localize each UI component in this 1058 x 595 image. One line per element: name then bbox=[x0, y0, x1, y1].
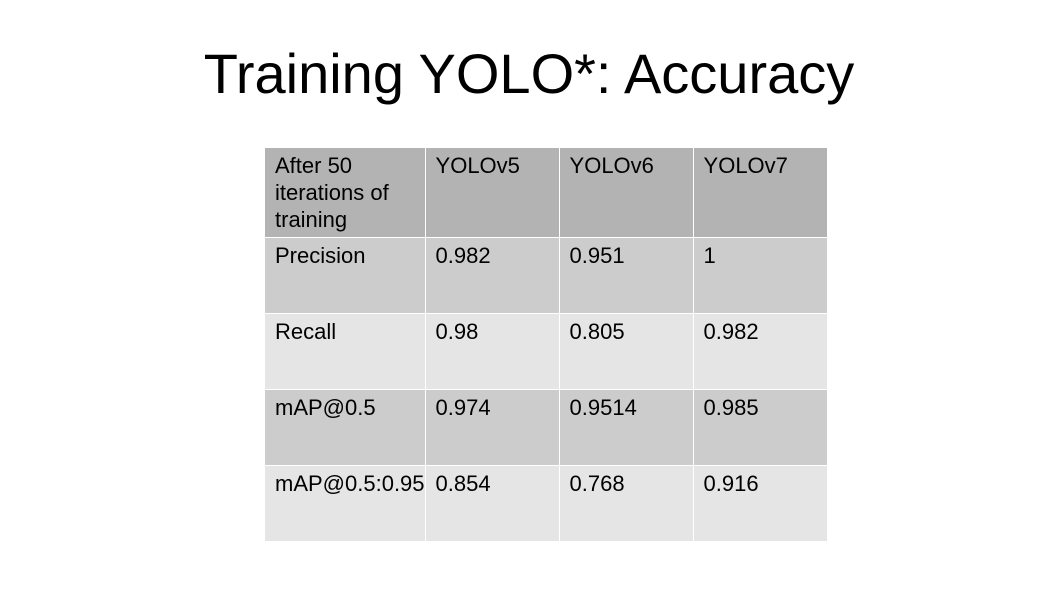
cell-recall-yolov5: 0.98 bbox=[424, 313, 560, 390]
row-label-map50-95: mAP@0.5:0.95 bbox=[265, 465, 426, 541]
header-cell-yolov7: YOLOv7 bbox=[692, 148, 827, 238]
accuracy-table: After 50 iterations of training YOLOv5 Y… bbox=[265, 148, 827, 541]
slide-title: Training YOLO*: Accuracy bbox=[203, 42, 855, 105]
row-label-precision: Precision bbox=[265, 237, 426, 314]
table-header-row: After 50 iterations of training YOLOv5 Y… bbox=[265, 148, 827, 238]
cell-recall-yolov6: 0.805 bbox=[558, 313, 694, 390]
row-label-map50: mAP@0.5 bbox=[265, 389, 426, 466]
table-row-map50-95: mAP@0.5:0.95 0.854 0.768 0.916 bbox=[265, 465, 827, 541]
table-row-precision: Precision 0.982 0.951 1 bbox=[265, 237, 827, 314]
table-row-map50: mAP@0.5 0.974 0.9514 0.985 bbox=[265, 389, 827, 466]
header-cell-yolov6: YOLOv6 bbox=[558, 148, 694, 238]
cell-map50-yolov6: 0.9514 bbox=[558, 389, 694, 466]
row-label-recall: Recall bbox=[265, 313, 426, 390]
header-cell-metric: After 50 iterations of training bbox=[265, 148, 426, 238]
cell-map50-95-yolov5: 0.854 bbox=[424, 465, 560, 541]
cell-precision-yolov5: 0.982 bbox=[424, 237, 560, 314]
cell-map50-yolov5: 0.974 bbox=[424, 389, 560, 466]
table-row-recall: Recall 0.98 0.805 0.982 bbox=[265, 313, 827, 390]
cell-precision-yolov7: 1 bbox=[692, 237, 827, 314]
cell-recall-yolov7: 0.982 bbox=[692, 313, 827, 390]
cell-precision-yolov6: 0.951 bbox=[558, 237, 694, 314]
cell-map50-95-yolov6: 0.768 bbox=[558, 465, 694, 541]
header-cell-yolov5: YOLOv5 bbox=[424, 148, 560, 238]
cell-map50-95-yolov7: 0.916 bbox=[692, 465, 827, 541]
cell-map50-yolov7: 0.985 bbox=[692, 389, 827, 466]
